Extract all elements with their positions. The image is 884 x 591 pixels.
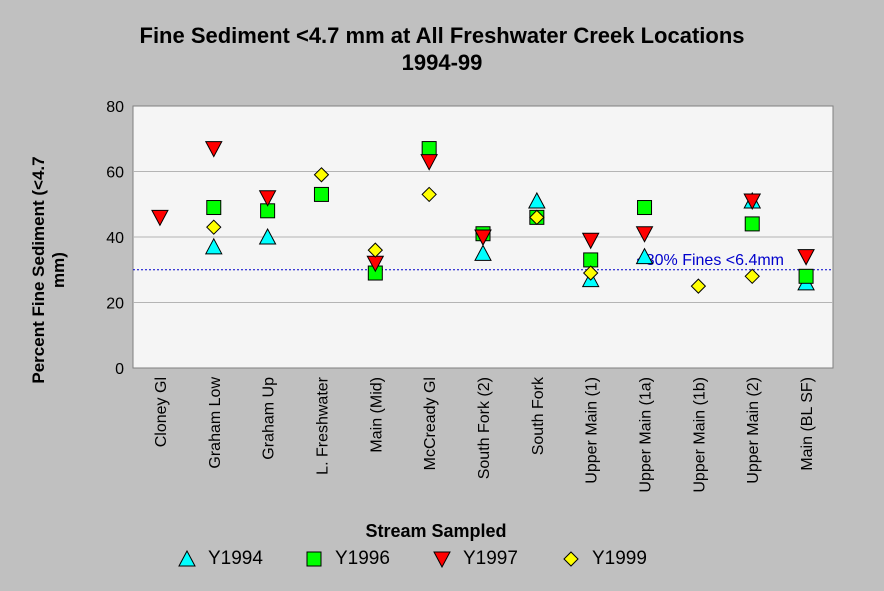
y-tick-label: 60 [106, 165, 124, 182]
x-tick-label: Graham Up [261, 377, 278, 460]
legend-label: Y1994 [208, 548, 263, 569]
legend-symbol-y1996 [306, 551, 322, 567]
legend-symbol-y1994 [178, 550, 196, 567]
y-tick-label: 80 [106, 99, 124, 116]
data-marks [151, 141, 815, 294]
legend-marker-y1997 [433, 551, 451, 568]
y-axis-ticks: 0 20 40 60 80 [106, 99, 124, 378]
data-point-y1996 [744, 216, 760, 232]
data-point-y1997 [797, 249, 815, 266]
data-point-y1994 [258, 227, 277, 245]
data-point-y1999 [421, 186, 437, 203]
data-point-y1997 [635, 226, 654, 243]
data-point-y1994 [204, 237, 223, 255]
x-tick-label: L. Freshwater [314, 376, 331, 474]
data-point-y1994 [474, 244, 492, 261]
legend-item-y1999: Y1999 [562, 546, 647, 572]
y-tick-label: 40 [106, 230, 124, 247]
data-point-y1997 [420, 154, 438, 171]
legend-marker-y1999 [563, 551, 579, 567]
x-tick-label: Upper Main (1) [584, 377, 601, 484]
data-point-y1994 [635, 247, 654, 265]
data-point-y1997 [258, 190, 277, 207]
data-point-y1999 [744, 268, 760, 285]
legend-marker-y1996 [306, 551, 322, 567]
data-point-y1997 [474, 229, 492, 247]
data-point-y1996 [313, 186, 329, 202]
y-axis-label: Percent Fine Sediment (<4.7mm) [29, 156, 68, 383]
data-point-y1999 [313, 167, 330, 183]
data-point-y1999 [367, 242, 384, 258]
chart-title-block: Fine Sediment <4.7 mm at All Freshwater … [0, 22, 884, 76]
legend-label: Y1996 [335, 548, 390, 569]
x-tick-label: South Fork (2) [476, 377, 493, 479]
reference-line-label: <30% Fines <6.4mm [636, 252, 784, 269]
y-tick-label: 0 [115, 361, 124, 378]
data-point-y1996 [206, 200, 222, 216]
legend-symbol-y1997 [433, 551, 451, 568]
data-point-y1997 [743, 193, 762, 211]
legend-label: Y1997 [463, 548, 518, 569]
reference-line-group: <30% Fines <6.4mm [133, 252, 833, 271]
x-tick-label: Main (Mid) [368, 377, 385, 453]
data-point-y1994 [528, 191, 546, 209]
legend: Y1994 Y1996 Y1997 Y1999 [0, 546, 884, 572]
chart-subtitle: 1994-99 [401, 50, 483, 75]
data-point-y1999 [529, 209, 545, 226]
legend-item-y1994: Y1994 [178, 546, 263, 572]
x-tick-label: Upper Main (1b) [691, 377, 708, 493]
data-point-y1996 [798, 268, 814, 284]
legend-item-y1997: Y1997 [433, 546, 518, 572]
x-axis-label: Stream Sampled [365, 521, 506, 541]
x-tick-label: Upper Main (1a) [638, 377, 655, 493]
x-tick-label: South Fork [530, 376, 547, 455]
legend-symbol-y1999 [563, 551, 579, 567]
x-tick-label: Cloney Gl [153, 377, 170, 447]
data-point-y1999 [690, 278, 707, 294]
data-point-y1996 [421, 141, 437, 157]
data-point-y1999 [582, 265, 599, 281]
legend-label: Y1999 [592, 548, 647, 569]
data-point-y1996 [583, 252, 599, 268]
x-tick-label: McCready Gl [422, 377, 439, 470]
data-point-y1997 [151, 209, 169, 227]
x-tick-label: Upper Main (2) [745, 377, 762, 484]
x-axis-ticks: Cloney Gl Graham Low Graham Up L. Freshwate… [153, 376, 816, 493]
data-point-y1997 [581, 232, 600, 250]
legend-marker-y1994 [178, 550, 196, 567]
legend-item-y1996: Y1996 [305, 546, 390, 572]
x-tick-label: Main (BL SF) [799, 377, 816, 471]
x-tick-label: Graham Low [207, 377, 224, 469]
chart-title: Fine Sediment <4.7 mm at All Freshwater … [139, 23, 745, 48]
y-tick-label: 20 [106, 296, 124, 313]
data-point-y1999 [206, 219, 222, 235]
data-point-y1997 [204, 141, 223, 158]
data-point-y1996 [637, 200, 653, 216]
